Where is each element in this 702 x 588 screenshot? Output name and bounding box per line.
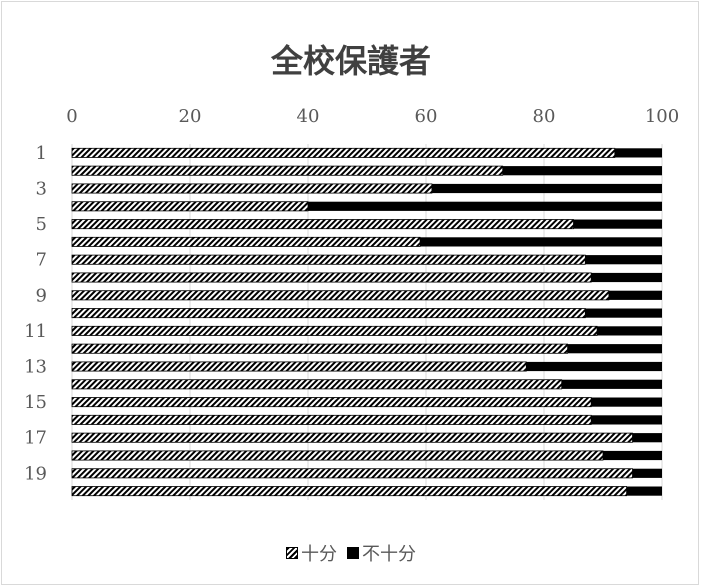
x-tick-label: 80 [533,106,556,127]
legend-swatch-hatched [286,547,298,559]
x-tick-label: 40 [297,106,320,127]
bar-insufficient-11 [597,326,662,336]
bar-sufficient-17 [71,432,633,443]
chart-title: 全校保護者 [270,42,431,80]
bar-sufficient-3 [71,183,433,194]
grid-lines [71,144,663,500]
bar-insufficient-19 [632,468,662,478]
bar-insufficient-18 [603,450,662,461]
bar-insufficient-17 [632,433,662,443]
bar-insufficient-5 [573,219,662,229]
y-tick-label: 11 [24,321,47,342]
bar-sufficient-4 [71,201,309,212]
bar-sufficient-15 [71,397,592,408]
bar-insufficient-6 [420,237,662,247]
bar-insufficient-13 [526,361,662,372]
x-tick-label: 100 [645,106,679,127]
bar-insufficient-14 [561,379,662,389]
x-axis-ticks: 0 20 40 60 80 100 [66,106,679,127]
bar-insufficient-8 [591,272,662,283]
bar-sufficient-8 [71,272,592,283]
legend-label-sufficient: 十分 [301,544,337,565]
x-tick-label: 60 [415,106,438,127]
bar-sufficient-12 [71,343,569,354]
y-tick-label: 3 [36,179,47,200]
y-tick-label: 5 [36,214,47,235]
legend-item-insufficient: 不十分 [347,540,416,566]
legend-swatch-solid [347,547,359,559]
bar-sufficient-10 [71,308,586,319]
y-tick-label: 17 [24,428,47,449]
bar-sufficient-6 [71,236,421,247]
bar-sufficient-20 [71,486,627,497]
y-tick-label: 7 [36,250,47,271]
y-tick-label: 15 [24,392,47,413]
bar-insufficient-10 [585,308,662,318]
legend-item-sufficient: 十分 [286,540,337,566]
bar-sufficient-1 [71,147,616,158]
legend-label-insufficient: 不十分 [362,544,416,565]
bar-sufficient-2 [71,165,504,176]
bar-insufficient-16 [591,415,662,425]
bar-insufficient-7 [585,255,662,265]
bars [71,147,662,497]
bar-sufficient-19 [71,468,633,479]
bar-insufficient-4 [308,201,662,211]
bar-sufficient-11 [71,325,598,336]
bar-insufficient-1 [614,148,662,158]
legend: 十分 不十分 [0,538,702,568]
bar-sufficient-5 [71,219,574,230]
bar-insufficient-15 [591,397,662,407]
bar-sufficient-9 [71,290,610,301]
bar-sufficient-14 [71,379,563,390]
bar-insufficient-20 [626,486,662,496]
bar-sufficient-16 [71,414,592,425]
bar-sufficient-13 [71,361,527,372]
bar-insufficient-9 [608,290,662,300]
x-tick-label: 20 [179,106,202,127]
y-tick-label: 1 [36,143,47,164]
bar-sufficient-18 [71,450,604,461]
y-tick-label: 19 [24,463,47,484]
bar-sufficient-7 [71,254,586,265]
bar-insufficient-3 [431,183,662,194]
x-tick-label: 0 [66,106,77,127]
y-tick-label: 13 [24,357,47,378]
bar-insufficient-12 [567,344,662,354]
y-tick-label: 9 [36,285,47,306]
bar-insufficient-2 [502,166,662,176]
